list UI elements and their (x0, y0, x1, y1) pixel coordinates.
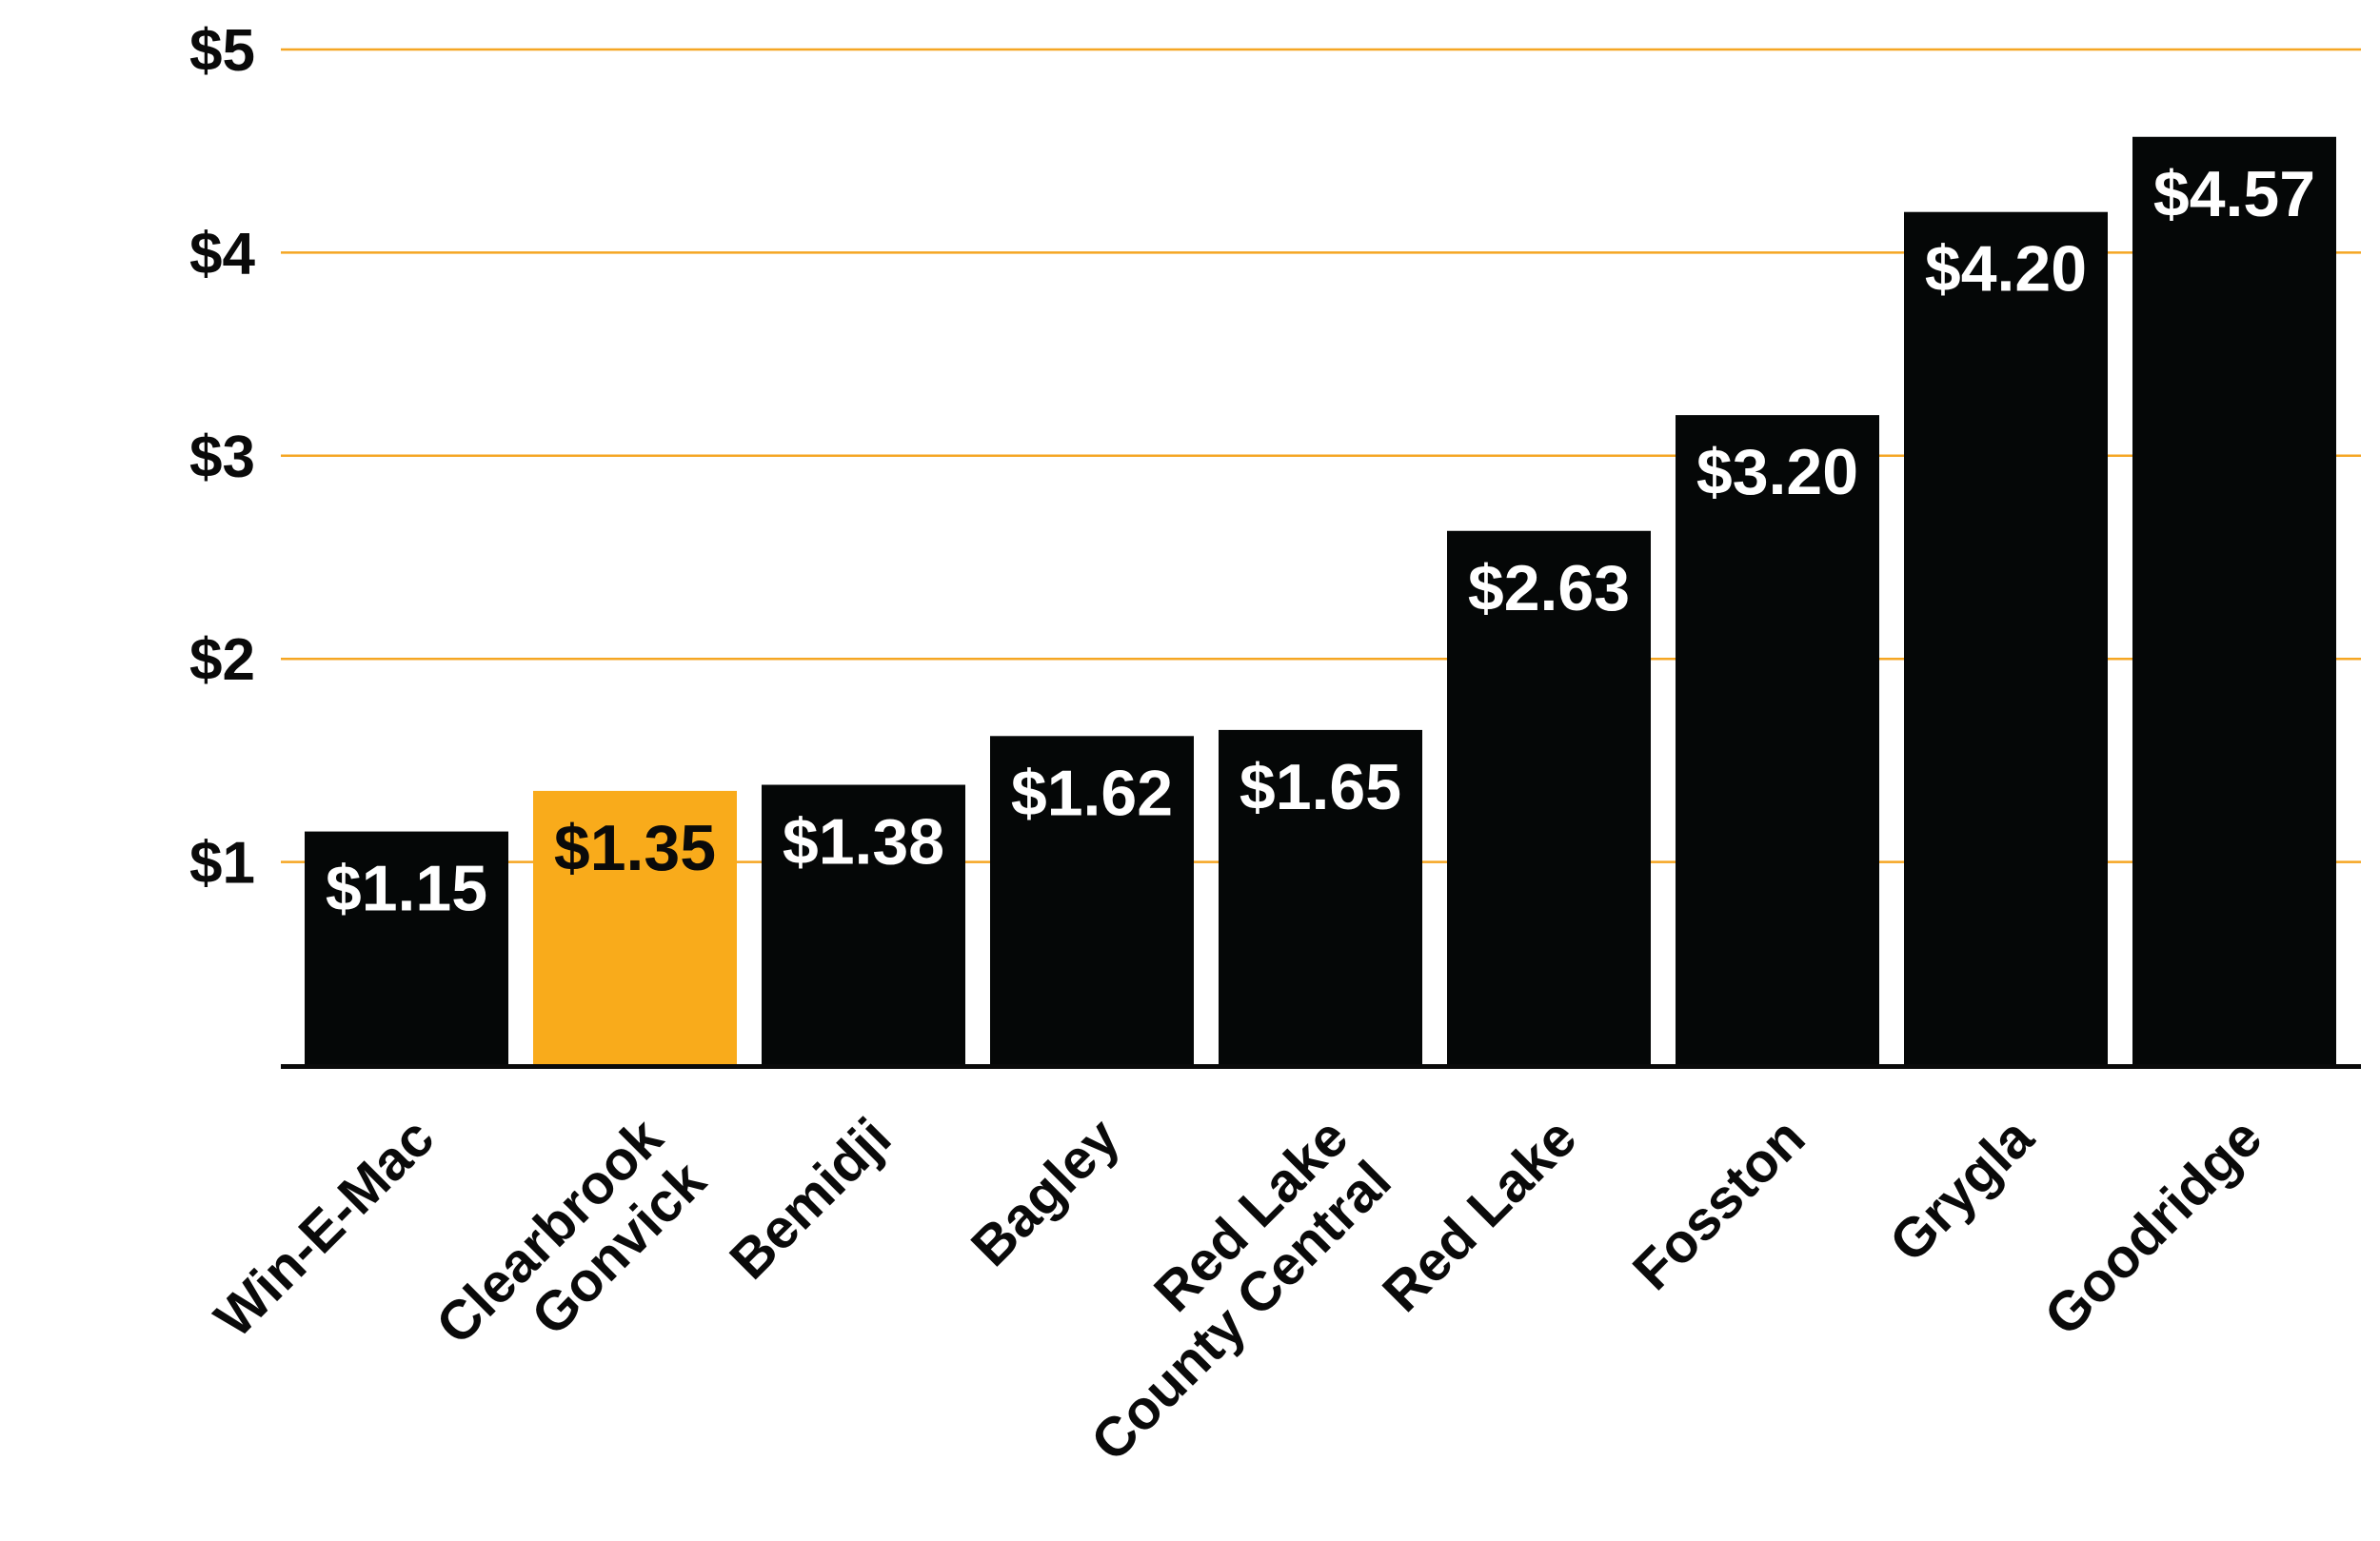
bar (1219, 729, 1422, 1065)
category-label: Fosston (1621, 1106, 1816, 1301)
category-label-group: Win-E-Mac (203, 1106, 446, 1349)
bar (1904, 211, 2108, 1066)
bar (762, 784, 965, 1065)
bar (305, 831, 508, 1065)
bar (990, 736, 1194, 1065)
bar-value-label: $1.65 (1240, 751, 1401, 823)
category-label-group: Grygla (1877, 1106, 2045, 1274)
category-label-group: Bagley (960, 1106, 1131, 1277)
bar (533, 790, 737, 1065)
bar-value-label: $2.63 (1468, 552, 1630, 624)
category-label-group: Fosston (1621, 1106, 1816, 1301)
y-tick-label: $4 (189, 221, 255, 286)
bar (1447, 530, 1651, 1065)
bar-value-label: $1.15 (326, 853, 487, 925)
y-tick-label: $3 (189, 425, 255, 490)
bar-value-label: $1.38 (783, 806, 944, 879)
y-tick-label: $5 (189, 18, 255, 84)
bars: $1.15 $1.35 $1.38 $1.62 $1.65 $2.63 $3.20 $4.20… (305, 136, 2336, 1066)
category-label: Red Lake (1371, 1106, 1588, 1323)
category-label: Goodridge (2033, 1106, 2273, 1347)
bar (1676, 415, 1879, 1065)
bar-value-label: $1.35 (554, 812, 716, 884)
bar-value-label: $1.62 (1011, 757, 1173, 829)
category-label-group: Goodridge (2033, 1106, 2273, 1347)
category-label: Grygla (1877, 1106, 2045, 1274)
bar (2132, 136, 2336, 1066)
y-axis-ticks: $1 $2 $3 $4 $5 (189, 18, 255, 897)
bar-value-label: $4.20 (1925, 233, 2087, 306)
category-label: Win-E-Mac (203, 1106, 446, 1349)
category-label-group: Red Lake (1371, 1106, 1588, 1323)
category-label: Bagley (960, 1106, 1131, 1277)
bar-value-label: $4.57 (2153, 158, 2315, 230)
category-label: Bemidji (718, 1106, 902, 1291)
y-tick-label: $2 (189, 627, 255, 693)
category-label-group: Bemidji (718, 1106, 902, 1291)
bar-value-label: $3.20 (1696, 436, 1858, 508)
y-tick-label: $1 (189, 831, 255, 897)
